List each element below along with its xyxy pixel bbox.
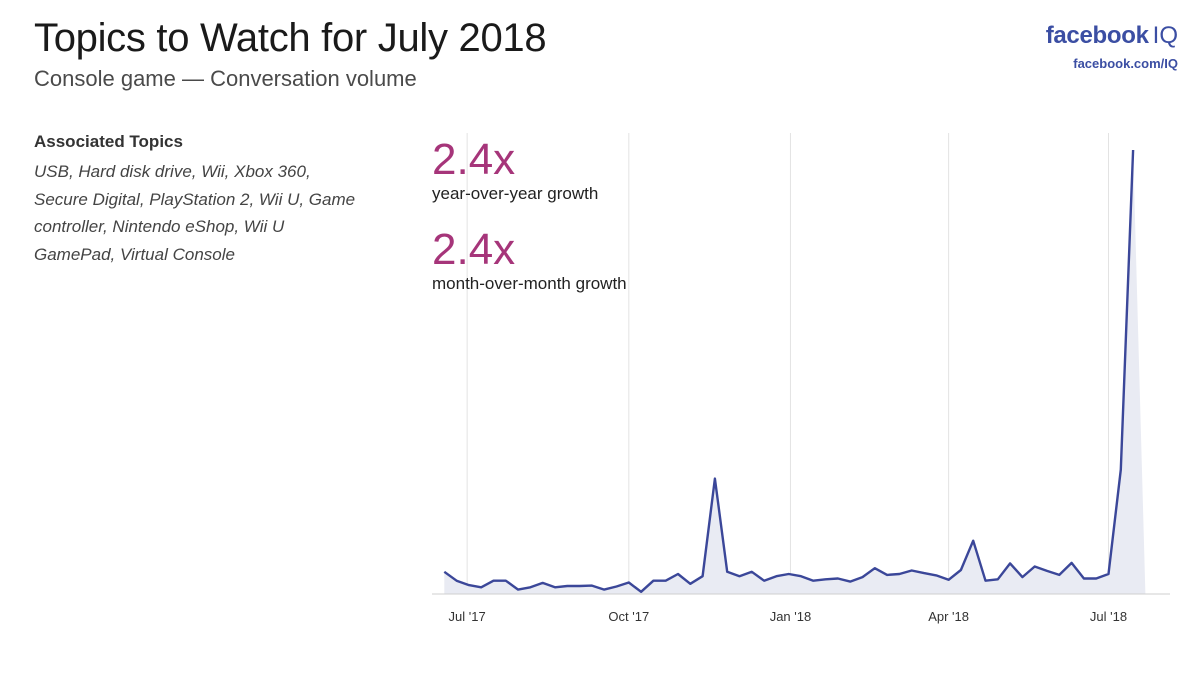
stat-mom: 2.4x month-over-month growth <box>432 228 627 294</box>
x-tick-label: Apr '18 <box>928 609 969 624</box>
series-line <box>443 149 1135 593</box>
logo-main-text: facebook <box>1045 22 1149 49</box>
stat-yoy-value: 2.4x <box>432 135 516 184</box>
facebook-iq-logo[interactable]: facebook IQ <box>1046 22 1178 50</box>
page-subtitle: Console game — Conversation volume <box>34 66 417 91</box>
associated-topics-heading: Associated Topics <box>34 132 183 151</box>
page-title: Topics to Watch for July 2018 <box>34 16 547 60</box>
x-tick-label: Jul '18 <box>1090 609 1127 624</box>
x-tick-label: Oct '17 <box>608 609 649 624</box>
x-tick-label: Jul '17 <box>449 609 486 624</box>
stat-yoy: 2.4x year-over-year growth <box>432 138 598 204</box>
associated-topics-list: USB, Hard disk drive, Wii, Xbox 360, Sec… <box>34 162 356 264</box>
stat-mom-value: 2.4x <box>432 225 516 274</box>
logo-suffix-text: IQ <box>1152 22 1178 49</box>
stat-mom-label: month-over-month growth <box>432 274 627 293</box>
stat-yoy-label: year-over-year growth <box>432 184 599 203</box>
brand-url-link[interactable]: facebook.com/IQ <box>1073 56 1178 71</box>
series-area-fill <box>444 150 1146 594</box>
associated-topics: Associated Topics USB, Hard disk drive, … <box>34 132 364 268</box>
x-tick-label: Jan '18 <box>770 609 812 624</box>
brand-block: facebook IQ facebook.com/IQ <box>1046 22 1178 71</box>
